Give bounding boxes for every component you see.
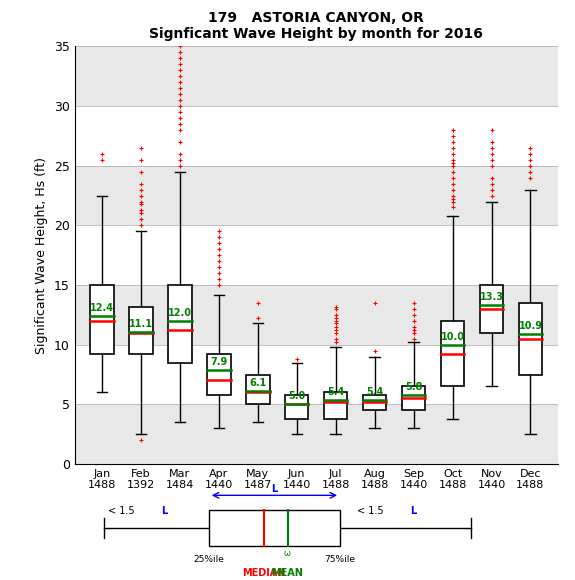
Text: 75%ile: 75%ile — [324, 556, 355, 564]
Bar — [75, 46, 558, 106]
Bar — [75, 404, 558, 464]
Text: 7.9: 7.9 — [210, 357, 228, 367]
Text: 25%ile: 25%ile — [193, 556, 224, 564]
Text: L: L — [161, 506, 167, 516]
Bar — [75, 285, 558, 345]
Text: 5.4: 5.4 — [327, 387, 344, 397]
Bar — [363, 395, 386, 410]
Title: 179   ASTORIA CANYON, OR
Signficant Wave Height by month for 2016: 179 ASTORIA CANYON, OR Signficant Wave H… — [150, 11, 483, 41]
Bar — [75, 226, 558, 285]
Text: 6.1: 6.1 — [249, 378, 266, 388]
Text: < 1.5: < 1.5 — [108, 506, 138, 516]
Bar — [75, 345, 558, 404]
Text: 5.4: 5.4 — [366, 387, 384, 397]
Bar — [207, 354, 231, 395]
Text: ω: ω — [284, 549, 291, 558]
Bar — [441, 321, 464, 386]
Text: 10.0: 10.0 — [440, 332, 465, 342]
Text: L: L — [410, 506, 416, 516]
Text: MEDIAN: MEDIAN — [242, 568, 286, 578]
Text: 12.4: 12.4 — [90, 303, 114, 313]
Bar — [246, 375, 270, 404]
Text: 13.3: 13.3 — [480, 292, 504, 302]
Y-axis label: Significant Wave Height, Hs (ft): Significant Wave Height, Hs (ft) — [36, 157, 48, 354]
Text: MEAN: MEAN — [271, 568, 304, 578]
Bar — [90, 285, 114, 354]
Bar — [324, 393, 347, 419]
Text: 10.9: 10.9 — [519, 321, 542, 331]
Bar — [75, 166, 558, 226]
Bar — [519, 303, 542, 375]
Text: 11.1: 11.1 — [129, 318, 153, 329]
Bar — [480, 285, 503, 333]
Bar — [402, 386, 426, 410]
Text: 5.0: 5.0 — [288, 392, 305, 401]
Bar — [285, 395, 308, 419]
Text: 5.8: 5.8 — [405, 382, 422, 392]
Bar — [168, 285, 191, 362]
Text: 12.0: 12.0 — [168, 308, 192, 318]
Bar — [75, 106, 558, 166]
Text: < 1.5: < 1.5 — [358, 506, 387, 516]
Bar — [209, 510, 340, 546]
Text: L: L — [271, 484, 278, 494]
Bar — [129, 306, 152, 354]
